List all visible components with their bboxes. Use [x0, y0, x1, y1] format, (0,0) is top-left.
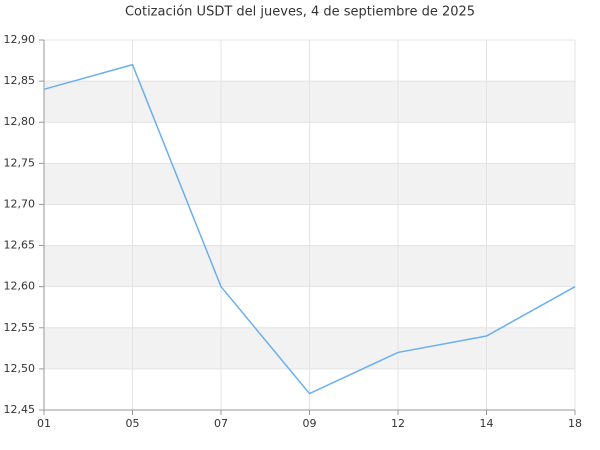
y-tick-label: 12,85 [4, 74, 36, 87]
x-tick-label: 12 [391, 417, 405, 430]
y-tick-label: 12,65 [4, 239, 36, 252]
x-tick-label: 07 [214, 417, 228, 430]
x-tick-label: 14 [480, 417, 494, 430]
y-tick-label: 12,75 [4, 156, 36, 169]
y-tick-label: 12,90 [4, 33, 36, 46]
y-tick-label: 12,55 [4, 321, 36, 334]
line [43, 63, 576, 395]
y-tick-label: 12,45 [4, 403, 36, 416]
x-tick-label: 18 [568, 417, 582, 430]
y-tick-label: 12,50 [4, 362, 36, 375]
y-tick-label: 12,80 [4, 115, 36, 128]
x-tick-label: 09 [303, 417, 317, 430]
x-tick-label: 05 [126, 417, 140, 430]
y-tick-label: 12,60 [4, 280, 36, 293]
x-tick-label: 01 [37, 417, 51, 430]
y-tick-label: 12,70 [4, 197, 36, 210]
chart-title: Cotización USDT del jueves, 4 de septiem… [125, 5, 475, 20]
